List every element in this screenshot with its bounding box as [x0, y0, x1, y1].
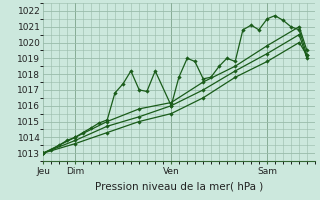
X-axis label: Pression niveau de la mer( hPa ): Pression niveau de la mer( hPa ) [95, 181, 263, 191]
